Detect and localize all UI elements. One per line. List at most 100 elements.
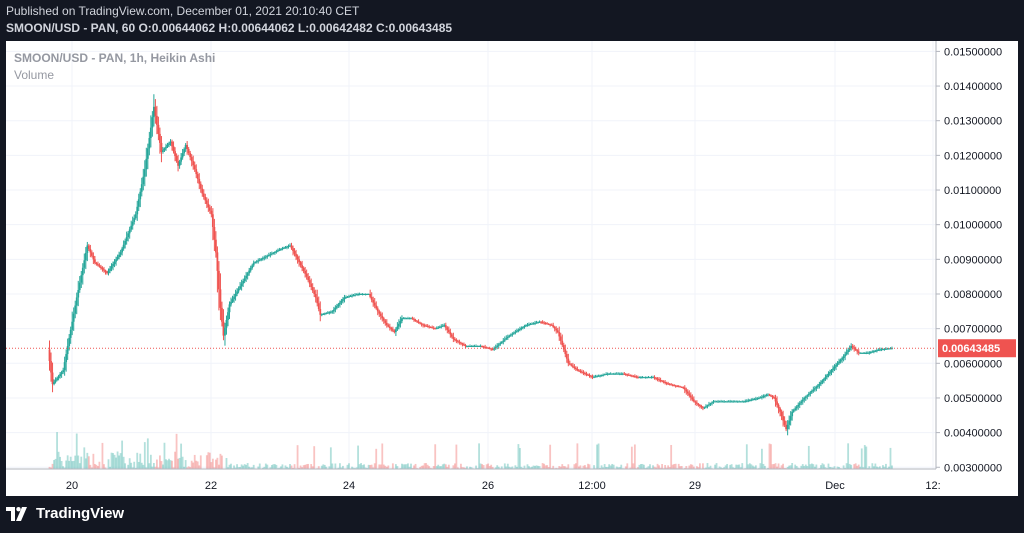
candle-body [695, 402, 698, 404]
chart-panel[interactable]: 0.00643485 0.01500000 0.01400000 0.0130000… [6, 41, 1018, 496]
volume-bar [862, 467, 865, 469]
series-legend-title[interactable]: SMOON/USD - PAN, 1h, Heikin Ashi [14, 51, 216, 65]
candle-body [694, 401, 697, 403]
volume-bar [838, 467, 840, 469]
candle-body [169, 141, 172, 144]
volume-bar [382, 464, 385, 469]
volume-bar [219, 453, 222, 469]
candle-body [591, 376, 594, 378]
volume-bar [561, 464, 564, 469]
volume-bar [850, 464, 853, 469]
volume-bar [655, 467, 657, 469]
y-tick-label: 0.01100000 [944, 185, 1001, 197]
candle-body [211, 214, 214, 227]
candle-body [865, 352, 868, 354]
candle-body [860, 352, 863, 354]
candle-body [137, 199, 140, 207]
price-chart[interactable]: 0.00643485 0.01500000 0.01400000 0.0130000… [6, 41, 1018, 496]
volume-bar [322, 464, 325, 469]
candle-body [349, 295, 352, 297]
candle-body [95, 262, 98, 265]
volume-bar [385, 466, 388, 469]
volume-legend[interactable]: Volume [14, 68, 55, 82]
candle-body [125, 237, 128, 241]
candle-body [298, 259, 300, 263]
candle-body [762, 396, 765, 398]
volume-bar [59, 456, 62, 469]
volume-bar [379, 464, 382, 469]
candle-body [661, 380, 663, 382]
volume-bar [647, 466, 650, 469]
candle-body [792, 410, 795, 412]
candle-body [446, 327, 449, 330]
volume-bar [437, 464, 440, 469]
candle-body [317, 303, 320, 310]
candle-body [251, 265, 254, 268]
candle-body [372, 299, 375, 303]
candle-body [218, 270, 220, 290]
candle-body [570, 364, 573, 366]
candle-body [500, 341, 503, 344]
candle-body [853, 347, 856, 349]
candle-body [266, 255, 269, 257]
candle-body [691, 397, 694, 400]
candle-body [806, 395, 809, 397]
candle-body [603, 374, 606, 376]
volume-bar [214, 459, 217, 469]
candle-body [804, 396, 807, 398]
volume-bar [762, 463, 765, 469]
candle-body [210, 210, 213, 215]
volume-bar [764, 465, 766, 469]
volume-bar [396, 466, 399, 469]
volume-bar [186, 467, 189, 469]
candle-body [673, 385, 676, 387]
volume-bar [78, 463, 81, 469]
candle-body [352, 295, 355, 297]
candle-body [369, 293, 372, 297]
candle-body [72, 313, 75, 322]
candle-body [727, 401, 730, 403]
volume-bar [429, 467, 432, 469]
candle-body [782, 416, 784, 421]
candle-body [354, 294, 356, 296]
candle-body [249, 267, 252, 271]
volume-bar [842, 465, 845, 469]
candle-body [726, 401, 729, 403]
volume-bar [178, 457, 181, 469]
candle-body [505, 338, 508, 340]
candle-body [829, 371, 831, 374]
volume-bar [562, 466, 565, 469]
candle-body [532, 323, 535, 325]
candle-body [396, 326, 399, 330]
candle-body [246, 273, 249, 276]
volume-bar [325, 466, 328, 469]
candle-body [261, 258, 264, 260]
candle-body [115, 259, 117, 262]
volume-bar [685, 466, 688, 469]
volume-bar [824, 467, 827, 469]
candle-body [449, 332, 452, 335]
candle-body [331, 311, 334, 313]
candle-body [650, 377, 653, 379]
candle-body [490, 348, 493, 350]
candle-body [434, 328, 437, 330]
candle-body [718, 401, 721, 403]
candle-body [257, 260, 260, 262]
candle-body [398, 323, 400, 327]
volume-bar [853, 464, 856, 469]
candle-body [323, 313, 326, 315]
candle-body [508, 335, 511, 337]
candle-body [281, 248, 284, 250]
candle-body [576, 369, 579, 371]
candle-body [476, 345, 479, 347]
candle-body [664, 382, 667, 384]
candle-body [252, 262, 255, 266]
volume-bar [440, 466, 443, 469]
volume-bar [195, 460, 198, 469]
candle-body [889, 348, 892, 350]
volume-bar [118, 455, 120, 469]
volume-bar [733, 467, 736, 469]
candle-body [181, 153, 184, 158]
candle-body [535, 322, 538, 324]
volume-bar [535, 465, 538, 469]
